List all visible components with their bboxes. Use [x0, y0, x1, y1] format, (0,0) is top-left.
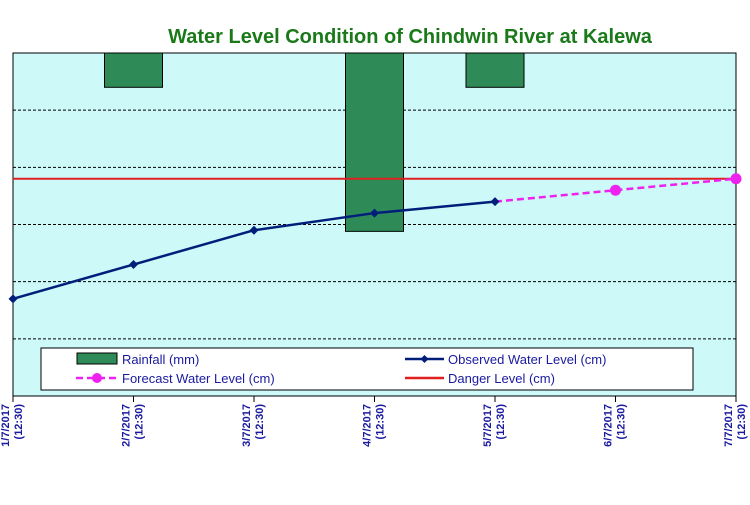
x-tick-label-time: (12:30) — [375, 404, 387, 440]
x-tick-label-time: (12:30) — [495, 404, 507, 440]
x-tick-label-time: (12:30) — [254, 404, 266, 440]
forecast-water-level-cm-point — [610, 184, 621, 196]
observed-water-level-cm-point — [129, 260, 138, 270]
water-level-lines — [8, 173, 742, 304]
observed-water-level-cm-point — [370, 208, 379, 218]
observed-water-level-cm-point — [8, 294, 18, 304]
legend-forecast-marker — [92, 373, 102, 383]
x-tick-label-date: 5/7/2017 — [482, 404, 494, 447]
x-tick-label-time: (12:30) — [134, 404, 146, 440]
x-tick-label-date: 6/7/2017 — [603, 404, 615, 447]
rainfall-bars — [104, 52, 525, 232]
chart-title: Water Level Condition of Chindwin River … — [168, 26, 653, 48]
x-tick-label-time: (12:30) — [736, 404, 748, 440]
legend-label: Forecast Water Level (cm) — [122, 371, 275, 386]
x-tick-label-date: 7/7/2017 — [723, 404, 735, 447]
observed-water-level-cm-point — [490, 197, 500, 207]
observed-water-level-cm-point — [249, 225, 259, 235]
x-axis: 1/7/2017 (12:30) 2/7/2017 (12:30) 3/7/2017 (1… — [0, 396, 748, 447]
x-tick-label-date: 2/7/2017 — [121, 404, 133, 447]
x-tick-label-time: (12:30) — [616, 404, 628, 440]
x-tick-label-date: 4/7/2017 — [362, 404, 374, 447]
legend-label: Danger Level (cm) — [448, 371, 555, 386]
legend-box — [40, 347, 694, 391]
x-tick-label-date: 1/7/2017 — [0, 404, 12, 447]
x-tick-label-date: 3/7/2017 — [241, 404, 253, 447]
rainfall-bar-4-7-2017 — [345, 52, 404, 232]
legend-label: Observed Water Level (cm) — [448, 352, 606, 367]
legend-label: Rainfall (mm) — [122, 352, 199, 367]
legend: Rainfall (mm) Observed Water Level (cm) Fo… — [40, 347, 694, 391]
rainfall-bar-2-7-2017 — [104, 52, 163, 88]
legend-observed-marker — [420, 355, 429, 363]
rainfall-bar-5-7-2017 — [465, 52, 525, 88]
legend-rainfall-swatch — [76, 352, 118, 365]
forecast-water-level-cm-point — [730, 173, 742, 185]
x-tick-label-time: (12:30) — [13, 404, 25, 440]
